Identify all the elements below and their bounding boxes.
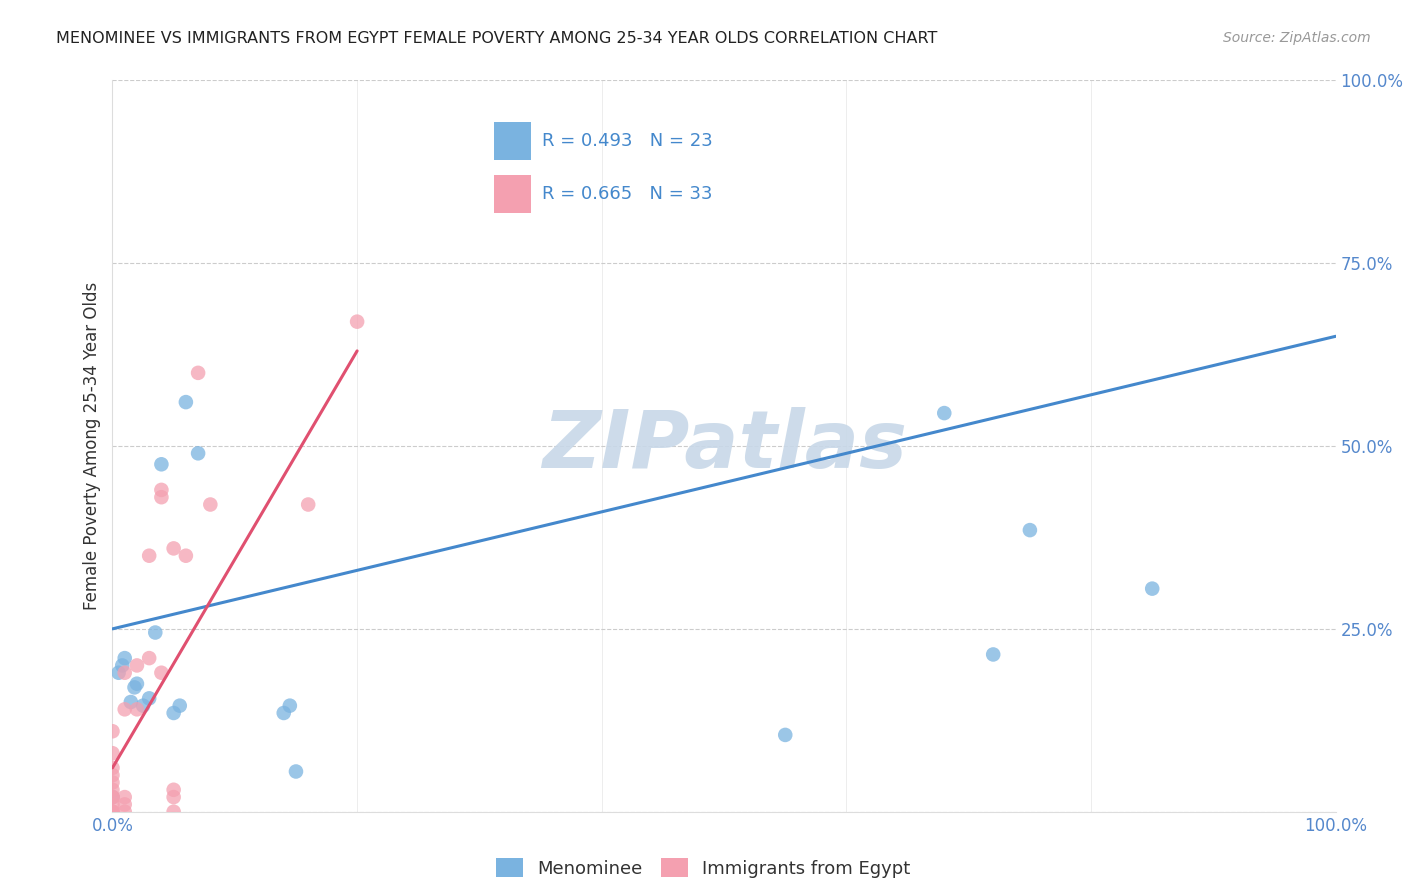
Point (101, 805, 124, 819)
Point (101, 790, 124, 805)
Point (114, 651, 136, 665)
Point (138, 691, 160, 706)
Point (101, 746, 124, 760)
Point (169, 698, 191, 713)
Point (125, 658, 148, 673)
Point (125, 676, 148, 690)
Point (278, 698, 301, 713)
Point (150, 458, 173, 472)
Point (1018, 523, 1040, 537)
Point (101, 782, 124, 797)
Point (124, 681, 146, 695)
Point (125, 702, 148, 716)
Point (114, 805, 136, 819)
Point (163, 790, 186, 805)
Point (101, 805, 124, 819)
Point (111, 658, 134, 673)
Point (775, 728, 797, 742)
Point (163, 706, 186, 720)
Point (187, 366, 209, 380)
Point (101, 797, 124, 812)
Text: MENOMINEE VS IMMIGRANTS FROM EGYPT FEMALE POVERTY AMONG 25-34 YEAR OLDS CORRELAT: MENOMINEE VS IMMIGRANTS FROM EGYPT FEMAL… (56, 31, 938, 46)
Point (114, 790, 136, 805)
Point (150, 490, 173, 504)
Point (101, 805, 124, 819)
Point (101, 790, 124, 805)
Point (143, 625, 166, 640)
Point (101, 724, 124, 739)
Point (163, 782, 186, 797)
Point (138, 651, 160, 665)
Text: Source: ZipAtlas.com: Source: ZipAtlas.com (1223, 31, 1371, 45)
Point (150, 665, 173, 680)
Point (107, 665, 129, 680)
Point (174, 549, 197, 563)
Point (120, 695, 142, 709)
Point (114, 665, 136, 680)
Point (1142, 582, 1164, 596)
Point (150, 483, 173, 497)
Point (101, 775, 124, 789)
Point (132, 698, 155, 713)
Text: ZIPatlas: ZIPatlas (541, 407, 907, 485)
Point (284, 764, 308, 779)
Point (114, 797, 136, 812)
Point (101, 761, 124, 775)
Point (174, 395, 197, 409)
Point (297, 498, 319, 512)
Y-axis label: Female Poverty Among 25-34 Year Olds: Female Poverty Among 25-34 Year Olds (83, 282, 101, 610)
Point (187, 446, 209, 460)
Point (981, 648, 1004, 662)
Point (163, 805, 186, 819)
Point (138, 549, 160, 563)
Point (163, 541, 186, 556)
Point (273, 706, 295, 720)
Point (114, 702, 136, 716)
Point (101, 768, 124, 782)
Point (101, 790, 124, 805)
Point (934, 406, 956, 420)
Legend: Menominee, Immigrants from Egypt: Menominee, Immigrants from Egypt (491, 853, 915, 883)
Point (346, 315, 368, 329)
Point (200, 498, 222, 512)
